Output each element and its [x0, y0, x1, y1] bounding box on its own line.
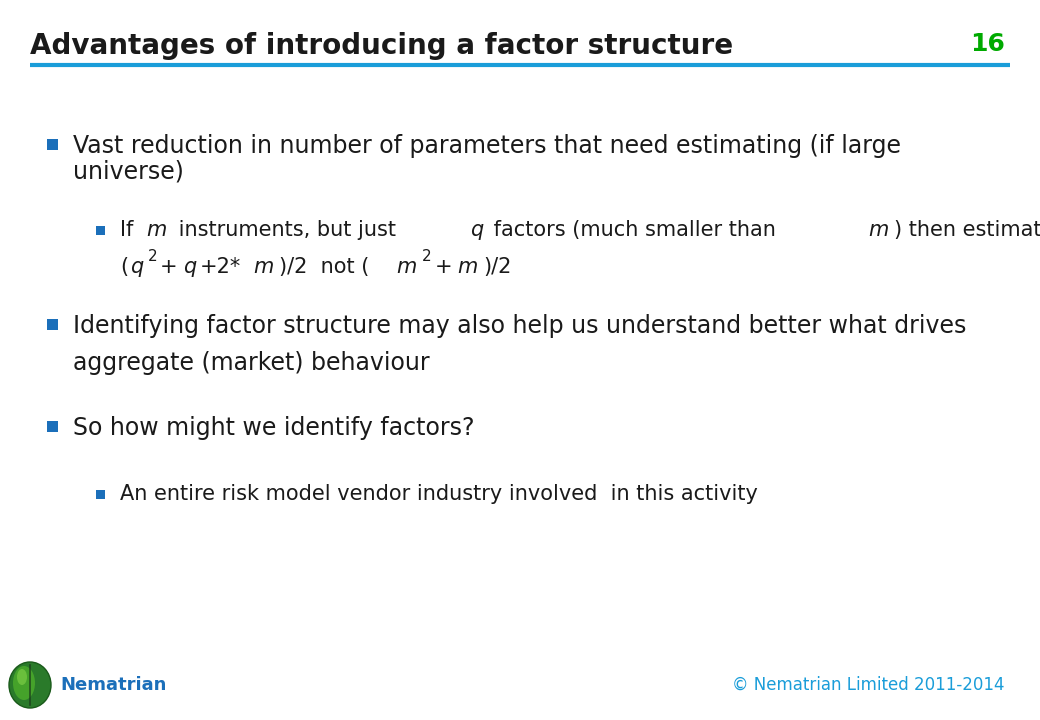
Text: 2: 2: [422, 249, 432, 264]
Text: Nematrian: Nematrian: [60, 676, 166, 694]
Text: q: q: [130, 257, 144, 277]
Bar: [47, 138, 57, 150]
Ellipse shape: [9, 662, 51, 708]
Ellipse shape: [12, 666, 35, 700]
Text: m: m: [146, 220, 166, 240]
Text: +: +: [435, 257, 452, 277]
Bar: [47, 420, 57, 431]
Text: Advantages of introducing a factor structure: Advantages of introducing a factor struc…: [30, 32, 733, 60]
Bar: [96, 225, 104, 235]
Text: )/2: )/2: [484, 257, 512, 277]
Ellipse shape: [17, 669, 27, 685]
Text: m: m: [253, 257, 274, 277]
Text: © Nematrian Limited 2011-2014: © Nematrian Limited 2011-2014: [732, 676, 1005, 694]
Text: +2*: +2*: [200, 257, 241, 277]
Text: universe): universe): [73, 160, 184, 184]
Text: m: m: [396, 257, 416, 277]
Text: q: q: [470, 220, 483, 240]
Text: So how might we identify factors?: So how might we identify factors?: [73, 416, 474, 440]
Bar: [96, 490, 104, 498]
Text: If: If: [120, 220, 140, 240]
Text: q: q: [183, 257, 196, 277]
Text: instruments, but just: instruments, but just: [172, 220, 402, 240]
Text: +: +: [160, 257, 178, 277]
Text: )/2  not (: )/2 not (: [280, 257, 370, 277]
Text: 2: 2: [148, 249, 157, 264]
Text: (: (: [120, 257, 128, 277]
Text: aggregate (market) behaviour: aggregate (market) behaviour: [73, 351, 430, 375]
Text: factors (much smaller than: factors (much smaller than: [487, 220, 782, 240]
Text: Identifying factor structure may also help us understand better what drives: Identifying factor structure may also he…: [73, 314, 966, 338]
Text: Vast reduction in number of parameters that need estimating (if large: Vast reduction in number of parameters t…: [73, 134, 901, 158]
Bar: [47, 318, 57, 330]
Text: m: m: [458, 257, 477, 277]
Text: An entire risk model vendor industry involved  in this activity: An entire risk model vendor industry inv…: [120, 484, 758, 504]
Text: 16: 16: [970, 32, 1005, 56]
Text: m: m: [868, 220, 888, 240]
Text: ) then estimate only: ) then estimate only: [894, 220, 1040, 240]
